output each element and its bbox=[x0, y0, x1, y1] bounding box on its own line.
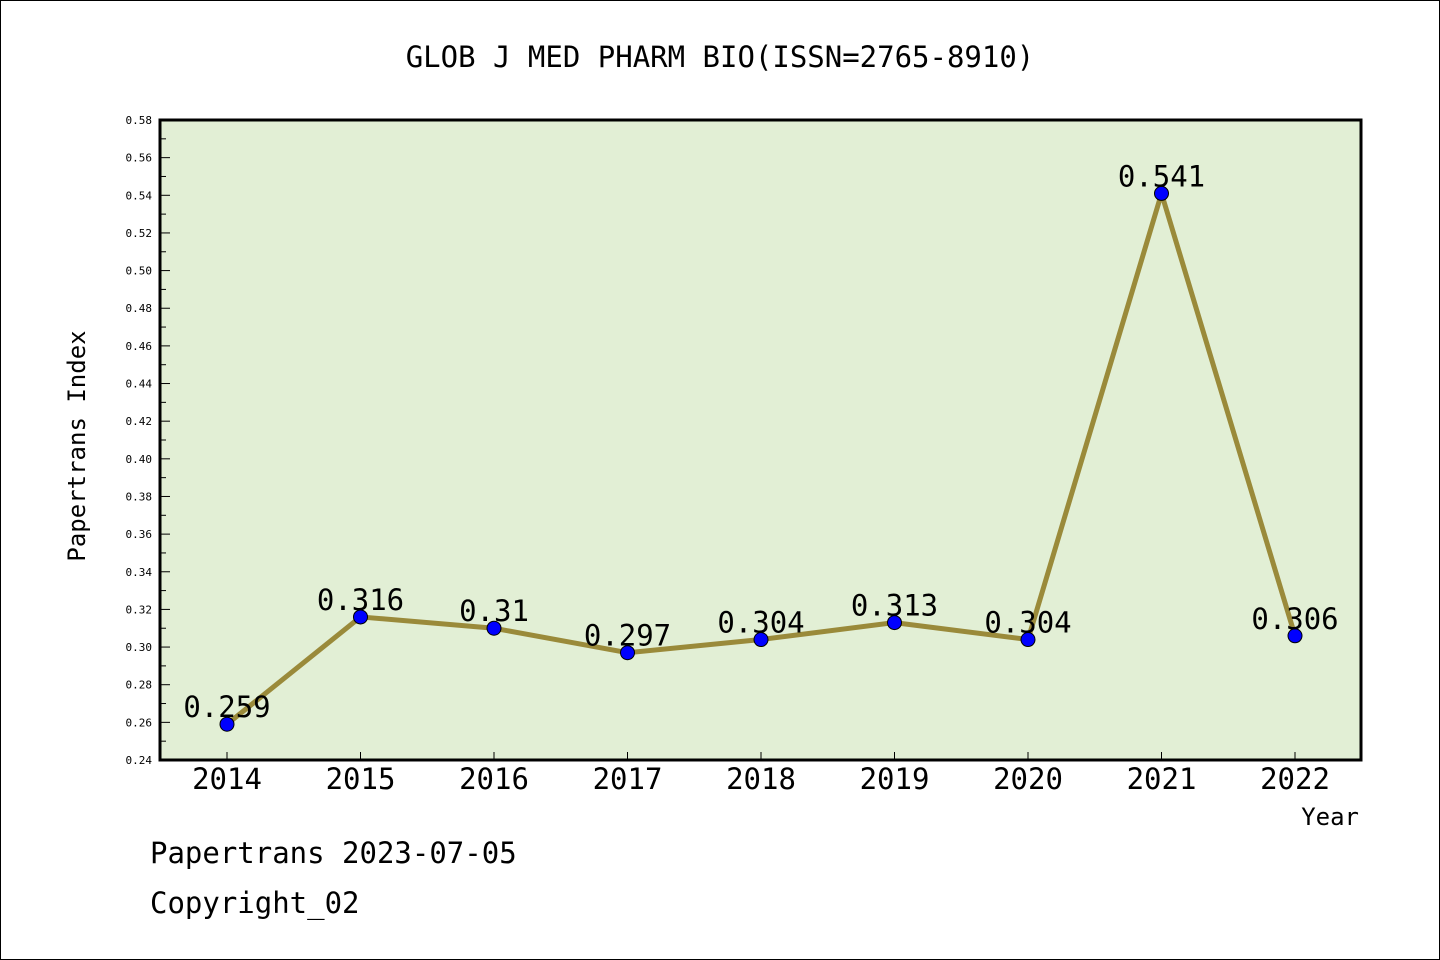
y-tick-label: 0.30 bbox=[126, 641, 153, 654]
y-tick-label: 0.54 bbox=[126, 189, 153, 202]
y-tick-label: 0.48 bbox=[126, 302, 153, 315]
data-label: 0.541 bbox=[1118, 159, 1205, 193]
footer-date: Papertrans 2023-07-05 bbox=[150, 836, 517, 870]
data-point bbox=[353, 609, 368, 625]
data-label: 0.306 bbox=[1251, 602, 1338, 636]
plot-area bbox=[158, 118, 1363, 762]
y-tick-label: 0.38 bbox=[126, 490, 153, 503]
data-label: 0.313 bbox=[851, 589, 938, 623]
data-label: 0.316 bbox=[317, 583, 404, 617]
x-tick-label: 2021 bbox=[1127, 762, 1197, 796]
x-tick-label: 2016 bbox=[459, 762, 529, 796]
data-label: 0.304 bbox=[984, 606, 1071, 640]
data-point bbox=[486, 620, 502, 636]
data-point bbox=[1154, 185, 1169, 201]
data-point bbox=[887, 615, 902, 631]
data-label: 0.304 bbox=[717, 606, 804, 640]
data-labels: 0.259 0.316 0.31 0.297 0.304 0.313 0.304 0.541 0… bbox=[183, 159, 1338, 724]
data-point bbox=[620, 645, 635, 661]
data-point bbox=[1287, 628, 1303, 644]
x-tick-label: 2015 bbox=[326, 762, 396, 796]
x-tick-label: 2020 bbox=[993, 762, 1063, 796]
y-tick-label: 0.50 bbox=[126, 265, 153, 278]
y-tick-label: 0.52 bbox=[126, 227, 153, 240]
y-tick-label: 0.32 bbox=[126, 603, 153, 616]
y-tick-label: 0.34 bbox=[126, 566, 153, 579]
data-label: 0.259 bbox=[183, 690, 270, 724]
data-point bbox=[753, 632, 769, 648]
y-tick-label: 0.58 bbox=[126, 114, 153, 127]
series-papertrans-index bbox=[219, 185, 1303, 732]
y-tick-label: 0.26 bbox=[126, 716, 153, 729]
x-tick-label: 2019 bbox=[860, 762, 930, 796]
data-point bbox=[1020, 632, 1036, 648]
x-axis: 2014 2015 2016 2017 2018 2019 2020 2021 2022 bbox=[192, 752, 1330, 796]
y-axis-label: Papertrans Index bbox=[63, 330, 91, 561]
x-tick-label: 2022 bbox=[1260, 762, 1330, 796]
x-tick-label: 2018 bbox=[726, 762, 796, 796]
chart-title: GLOB J MED PHARM BIO(ISSN=2765-8910) bbox=[406, 40, 1035, 74]
y-tick-label: 0.24 bbox=[126, 754, 153, 767]
data-label: 0.31 bbox=[459, 594, 529, 628]
y-tick-label: 0.28 bbox=[126, 679, 153, 692]
y-tick-label: 0.44 bbox=[126, 378, 153, 391]
y-tick-label: 0.46 bbox=[126, 340, 153, 353]
x-axis-label: Year bbox=[1301, 803, 1359, 831]
x-tick-label: 2017 bbox=[593, 762, 663, 796]
footer-copyright: Copyright_02 bbox=[150, 886, 360, 920]
y-tick-label: 0.40 bbox=[126, 453, 153, 466]
y-axis: 0.24 0.26 0.28 0.30 0.32 0.34 0.36 0.38 0.40 0.42… bbox=[126, 114, 170, 767]
data-label: 0.297 bbox=[584, 619, 671, 653]
y-tick-label: 0.42 bbox=[126, 415, 153, 428]
x-tick-label: 2014 bbox=[192, 762, 262, 796]
y-tick-label: 0.36 bbox=[126, 528, 153, 541]
y-tick-label: 0.56 bbox=[126, 152, 153, 165]
data-point bbox=[219, 716, 235, 732]
